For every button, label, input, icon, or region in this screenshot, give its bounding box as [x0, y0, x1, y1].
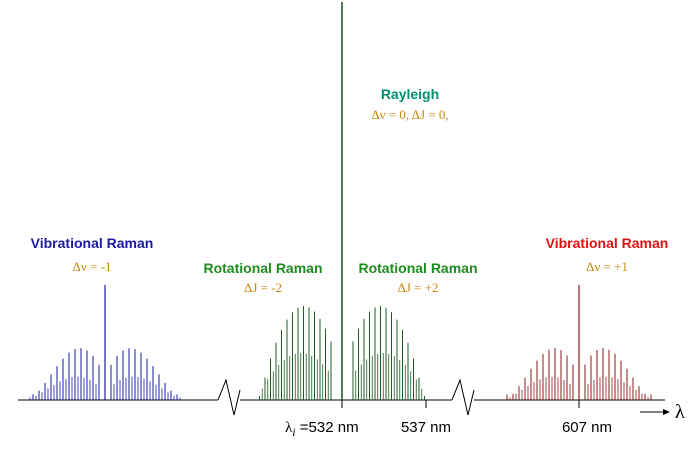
tick-label-532: λi =532 nm	[285, 419, 359, 439]
rot-right-subtitle: ΔJ = +2	[397, 280, 438, 295]
rot-right-title: Rotational Raman	[358, 260, 477, 276]
vibrational-raman-left-lines	[29, 285, 181, 400]
vib-right-subtitle: Δν = +1	[586, 259, 628, 274]
rot-left-subtitle: ΔJ = -2	[244, 280, 282, 295]
vib-left-subtitle: Δν = -1	[73, 259, 112, 274]
axis-break-1	[217, 378, 241, 416]
vib-left-title: Vibrational Raman	[31, 235, 154, 251]
lambda-symbol: λ	[285, 420, 293, 436]
vib-right-title: Vibrational Raman	[546, 235, 669, 251]
rayleigh-title: Rayleigh	[381, 86, 439, 102]
tick-label-607: 607 nm	[562, 419, 612, 436]
axis-arrow-head	[663, 409, 670, 415]
axis-break-2	[451, 378, 475, 416]
vibrational-raman-right-lines	[506, 285, 652, 400]
rotational-raman-lines	[259, 306, 425, 400]
tick-label-537: 537 nm	[401, 419, 451, 436]
axis-lambda-label: λ	[675, 401, 685, 423]
lambda-subscript: i	[292, 425, 295, 439]
rayleigh-subtitle: Δν = 0, ΔJ = 0,	[371, 107, 448, 122]
tick-532-value: =532 nm	[296, 419, 359, 436]
rot-left-title: Rotational Raman	[203, 260, 322, 276]
